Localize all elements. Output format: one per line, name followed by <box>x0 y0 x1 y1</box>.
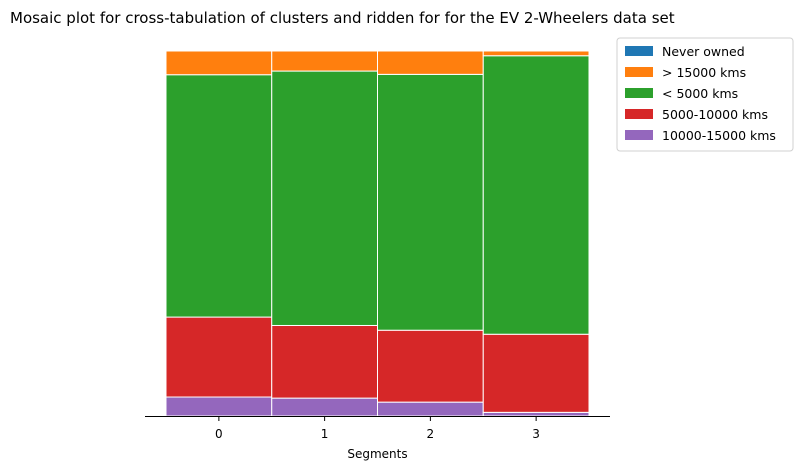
legend-label-never-owned: Never owned <box>662 44 745 59</box>
tile-segment-3-15000-kms <box>482 50 590 57</box>
tile-segment-0-10000-15000-kms <box>165 396 273 417</box>
tile-segment-0-5000-kms <box>165 74 273 318</box>
legend-label-5000-kms: < 5000 kms <box>662 86 738 101</box>
tile-segment-2-15000-kms <box>377 50 484 75</box>
x-tick-label-2: 2 <box>427 427 435 441</box>
legend-label-5000-10000-kms: 5000-10000 kms <box>662 107 768 122</box>
tile-segment-2-10000-15000-kms <box>377 401 484 417</box>
x-axis-ticks: 0 1 2 3 <box>215 416 540 441</box>
legend: Never owned > 15000 kms < 5000 kms 5000-100… <box>616 37 794 152</box>
legend-label-10000-15000-kms: 10000-15000 kms <box>662 128 776 143</box>
tile-segment-3-10000-15000-kms <box>482 411 590 417</box>
tile-segment-2-5000-10000-kms <box>377 329 484 403</box>
tile-segment-0-5000-10000-kms <box>165 316 273 398</box>
legend-frame <box>616 37 794 152</box>
tile-segment-1-10000-15000-kms <box>271 397 378 417</box>
legend-swatch-never-owned <box>625 46 653 56</box>
x-tick-label-1: 1 <box>321 427 329 441</box>
legend-label-15000-kms: > 15000 kms <box>662 65 746 80</box>
x-axis-label: Segments <box>347 447 407 461</box>
tile-segment-1-15000-kms <box>271 50 378 72</box>
tile-segment-2-5000-kms <box>377 73 484 331</box>
x-tick-label-0: 0 <box>215 427 223 441</box>
legend-swatch-5000-kms <box>625 88 653 98</box>
tile-segment-3-5000-10000-kms <box>482 333 590 413</box>
legend-swatch-15000-kms <box>625 67 653 77</box>
legend-swatch-10000-15000-kms <box>625 130 653 140</box>
chart-title: Mosaic plot for cross-tabulation of clus… <box>10 9 675 27</box>
tile-segment-3-5000-kms <box>482 55 590 335</box>
tile-segment-0-15000-kms <box>165 50 273 76</box>
x-tick-label-3: 3 <box>532 427 540 441</box>
tile-segment-1-5000-kms <box>271 70 378 326</box>
mosaic-tiles <box>165 50 590 417</box>
tile-segment-1-5000-10000-kms <box>271 324 378 399</box>
legend-swatch-5000-10000-kms <box>625 109 653 119</box>
